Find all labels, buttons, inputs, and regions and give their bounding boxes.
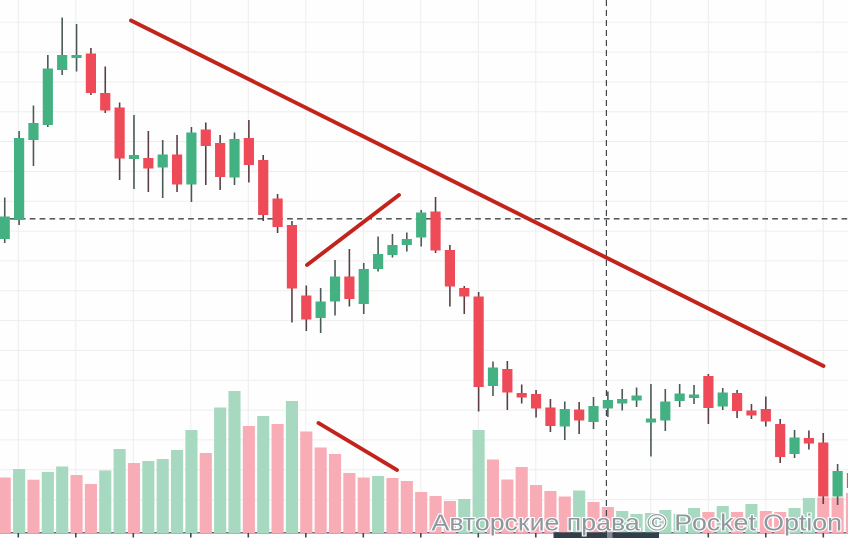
svg-text:Авторские права © Pocket Optio: Авторские права © Pocket Option xyxy=(432,509,843,535)
